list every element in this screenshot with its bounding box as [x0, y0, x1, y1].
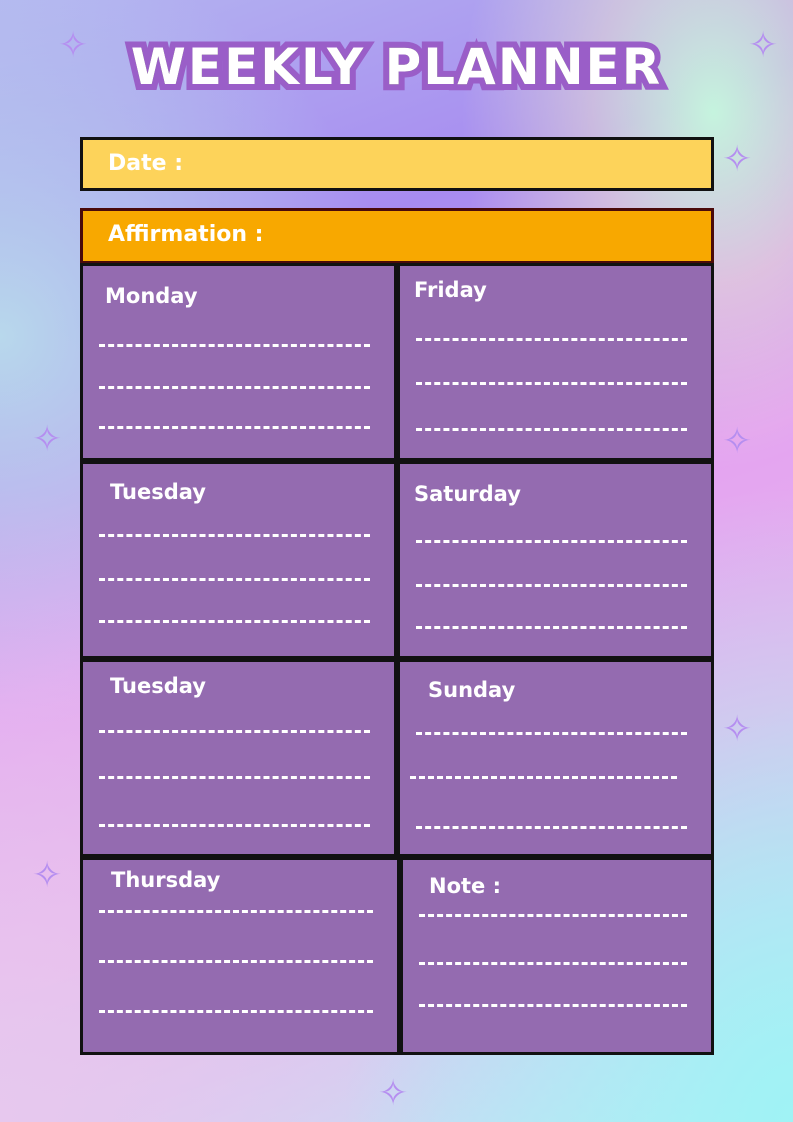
writing-line: [416, 826, 687, 829]
day-cell-thursday[interactable]: Thursday: [80, 857, 400, 1055]
writing-line: [99, 344, 370, 347]
writing-line: [99, 578, 370, 581]
writing-line: [416, 540, 687, 543]
day-label: Sunday: [428, 678, 516, 702]
day-cell-saturday[interactable]: Saturday: [397, 461, 714, 659]
day-label: Monday: [105, 284, 198, 308]
day-label: Friday: [414, 278, 487, 302]
date-field[interactable]: Date :: [80, 137, 714, 191]
sparkle-icon: ✧: [32, 855, 63, 896]
writing-line: [99, 1010, 373, 1013]
writing-line: [416, 626, 687, 629]
writing-line: [419, 962, 687, 965]
sparkle-icon: ✧: [722, 709, 753, 750]
sparkle-icon: ✧: [378, 1073, 409, 1114]
writing-line: [410, 776, 677, 779]
day-label: Tuesday: [110, 480, 206, 504]
sparkle-icon: ✧: [722, 139, 753, 180]
day-cell-friday[interactable]: Friday: [397, 263, 714, 461]
sparkle-icon: ✧: [722, 421, 753, 462]
note-cell[interactable]: Note :: [400, 857, 714, 1055]
writing-line: [99, 426, 370, 429]
day-cell-tuesday-2[interactable]: Tuesday: [80, 659, 397, 857]
day-cell-tuesday[interactable]: Tuesday: [80, 461, 397, 659]
note-label: Note :: [429, 874, 501, 898]
day-cell-monday[interactable]: Monday: [80, 263, 397, 461]
writing-line: [99, 620, 370, 623]
writing-line: [99, 730, 370, 733]
affirmation-field[interactable]: Affirmation :: [80, 208, 714, 264]
sparkle-icon: ✧: [58, 25, 89, 66]
writing-line: [416, 382, 687, 385]
date-label: Date :: [108, 151, 184, 176]
writing-line: [99, 960, 373, 963]
writing-line: [99, 776, 370, 779]
writing-line: [419, 1004, 687, 1007]
writing-line: [416, 428, 687, 431]
day-label: Thursday: [111, 868, 221, 892]
sparkle-icon: ✧: [748, 25, 779, 66]
writing-line: [416, 338, 687, 341]
day-label: Tuesday: [110, 674, 206, 698]
sparkle-icon: ✧: [32, 419, 63, 460]
day-label: Saturday: [414, 482, 521, 506]
planner-grid: Monday Friday Tuesday Saturday Tuesday S…: [80, 263, 714, 1055]
writing-line: [419, 914, 687, 917]
day-cell-sunday[interactable]: Sunday: [397, 659, 714, 857]
writing-line: [99, 910, 373, 913]
affirmation-label: Affirmation :: [108, 222, 264, 247]
writing-line: [99, 534, 370, 537]
writing-line: [416, 584, 687, 587]
writing-line: [99, 824, 370, 827]
writing-line: [416, 732, 687, 735]
writing-line: [99, 386, 370, 389]
page-title: WEEKLY PLANNER: [125, 32, 666, 102]
